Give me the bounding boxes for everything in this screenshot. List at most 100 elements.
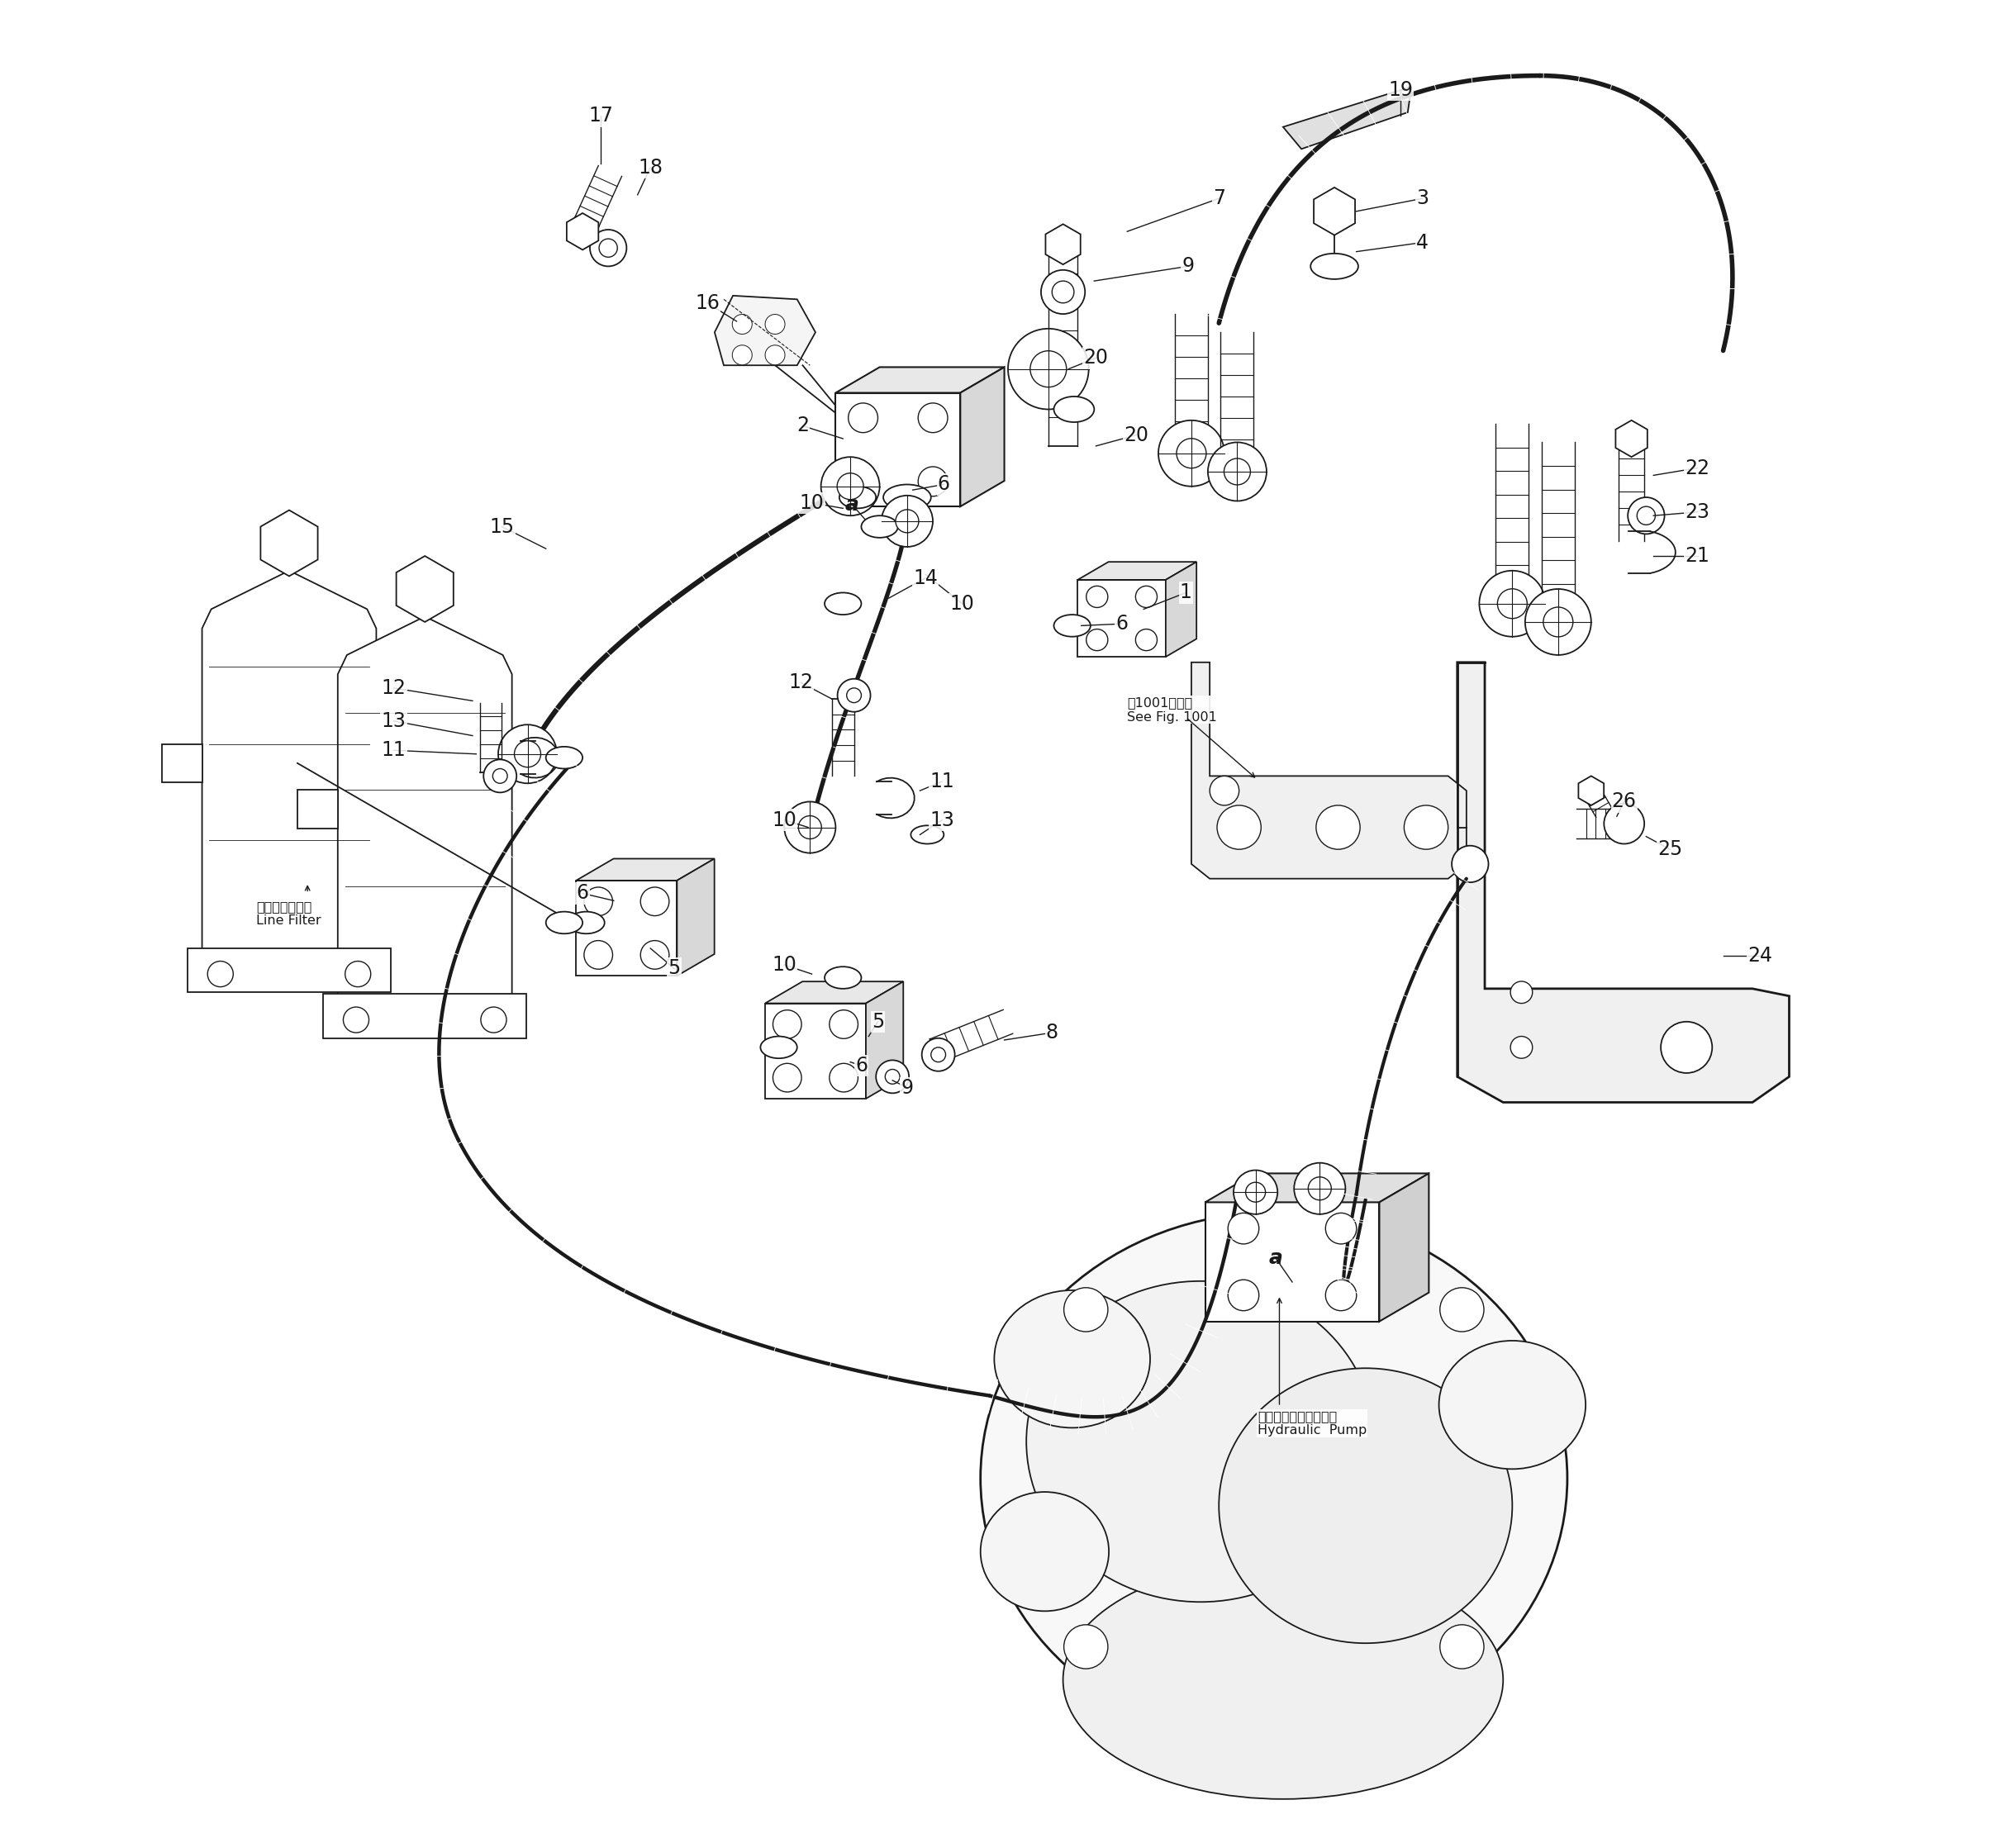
Ellipse shape [883,485,931,511]
Polygon shape [1206,1173,1429,1202]
Circle shape [599,239,617,257]
Circle shape [1177,439,1206,469]
Circle shape [208,961,234,987]
Ellipse shape [911,825,943,844]
Circle shape [1087,586,1109,608]
Text: 17: 17 [589,107,613,125]
Polygon shape [1379,1173,1429,1322]
Circle shape [498,724,556,783]
Polygon shape [677,858,714,976]
Ellipse shape [1054,397,1095,423]
Text: 第1001図参照
See Fig. 1001: 第1001図参照 See Fig. 1001 [1127,697,1218,724]
Text: 6: 6 [1115,614,1127,634]
Text: 10: 10 [772,811,796,831]
Circle shape [784,801,835,853]
Ellipse shape [569,912,605,934]
Circle shape [641,941,669,969]
Circle shape [343,1007,369,1033]
Text: 1: 1 [1179,583,1191,603]
Polygon shape [1079,579,1165,656]
Text: 10: 10 [950,594,974,614]
Text: 11: 11 [929,772,954,792]
Text: a: a [1268,1248,1282,1268]
Text: 11: 11 [381,741,405,761]
Circle shape [837,678,871,711]
Circle shape [585,941,613,969]
Polygon shape [339,616,512,1002]
Ellipse shape [980,1492,1109,1612]
Circle shape [931,1048,946,1062]
Text: 20: 20 [1125,425,1149,445]
Circle shape [1135,629,1157,651]
Polygon shape [1282,86,1411,149]
Circle shape [1510,981,1532,1004]
Circle shape [1325,1279,1357,1310]
Circle shape [591,230,627,267]
Circle shape [798,816,821,838]
Text: 23: 23 [1685,502,1710,522]
Circle shape [1228,1279,1258,1310]
Circle shape [837,472,863,500]
Circle shape [1030,351,1066,388]
Text: 14: 14 [913,568,937,588]
Text: 6: 6 [937,474,950,494]
Ellipse shape [825,967,861,989]
Circle shape [1228,1213,1258,1244]
Text: 6: 6 [577,884,589,902]
Polygon shape [714,296,814,366]
Text: 13: 13 [929,811,954,831]
Ellipse shape [1220,1367,1512,1643]
Text: 5: 5 [667,959,681,978]
Text: 8: 8 [1046,1022,1058,1042]
Text: a: a [845,494,859,515]
Circle shape [1208,443,1266,502]
Ellipse shape [1054,614,1091,636]
Circle shape [732,346,752,366]
Text: 2: 2 [796,415,808,436]
Circle shape [1605,803,1645,844]
Circle shape [1325,1213,1357,1244]
Text: 22: 22 [1685,458,1710,478]
Circle shape [1403,805,1447,849]
Polygon shape [960,368,1004,507]
Polygon shape [161,744,202,783]
Ellipse shape [980,1213,1566,1744]
Text: 12: 12 [788,673,812,693]
Circle shape [772,1064,802,1092]
Circle shape [1439,1625,1484,1669]
Circle shape [1439,1288,1484,1333]
Polygon shape [1165,562,1198,656]
Text: 4: 4 [1415,233,1429,252]
Text: 7: 7 [1214,189,1226,208]
Text: 5: 5 [871,1011,885,1031]
Circle shape [766,346,784,366]
Ellipse shape [861,516,897,539]
Ellipse shape [1310,254,1359,279]
Ellipse shape [1439,1340,1587,1469]
Circle shape [514,741,540,766]
Circle shape [766,314,784,335]
Polygon shape [1191,662,1466,879]
Text: ハイドロリックポンプ
Hydraulic  Pump: ハイドロリックポンプ Hydraulic Pump [1258,1410,1367,1437]
Circle shape [1498,588,1528,619]
Text: 6: 6 [855,1055,867,1075]
Text: 10: 10 [800,493,825,513]
Circle shape [492,768,508,783]
Text: 18: 18 [637,158,663,176]
Circle shape [849,403,877,432]
Text: 13: 13 [381,711,405,732]
Ellipse shape [994,1290,1149,1428]
Polygon shape [1079,562,1198,579]
Text: 20: 20 [1085,347,1109,368]
Text: ラインフィルタ
Line Filter: ラインフィルタ Line Filter [256,901,321,926]
Polygon shape [867,981,903,1099]
Circle shape [917,467,948,496]
Ellipse shape [825,592,861,614]
Circle shape [1210,776,1240,805]
Ellipse shape [839,487,877,509]
Text: 26: 26 [1611,792,1637,812]
Circle shape [849,467,877,496]
Circle shape [1008,329,1089,410]
Polygon shape [323,994,526,1038]
Circle shape [1544,607,1572,636]
